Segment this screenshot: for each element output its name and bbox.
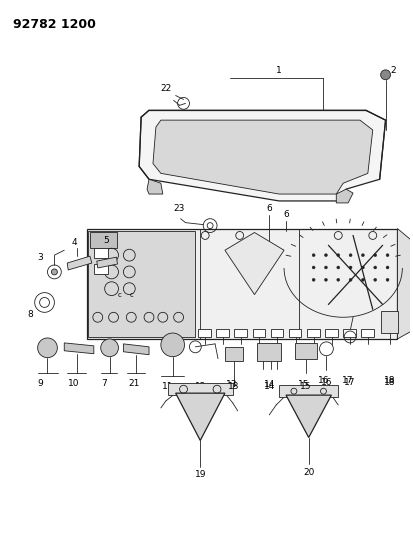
- Polygon shape: [87, 229, 397, 339]
- FancyBboxPatch shape: [235, 329, 247, 337]
- FancyBboxPatch shape: [216, 329, 229, 337]
- Polygon shape: [88, 231, 195, 337]
- Polygon shape: [147, 179, 163, 194]
- Polygon shape: [336, 189, 353, 203]
- Polygon shape: [67, 256, 92, 270]
- Circle shape: [325, 266, 328, 269]
- Text: 18: 18: [384, 378, 395, 387]
- FancyBboxPatch shape: [307, 329, 320, 337]
- Circle shape: [101, 339, 119, 357]
- FancyBboxPatch shape: [361, 329, 374, 337]
- FancyBboxPatch shape: [289, 329, 301, 337]
- Circle shape: [361, 254, 364, 257]
- Text: 8: 8: [28, 310, 33, 319]
- Text: 3: 3: [38, 253, 43, 262]
- Polygon shape: [123, 344, 149, 355]
- FancyBboxPatch shape: [295, 343, 317, 359]
- FancyBboxPatch shape: [381, 311, 399, 333]
- Circle shape: [386, 254, 389, 257]
- Text: 22: 22: [160, 84, 171, 93]
- Text: 15: 15: [298, 380, 309, 389]
- Polygon shape: [97, 257, 117, 268]
- Text: 20: 20: [303, 467, 314, 477]
- Text: 17: 17: [344, 378, 356, 387]
- Circle shape: [337, 278, 340, 281]
- Polygon shape: [64, 343, 94, 354]
- Circle shape: [386, 278, 389, 281]
- Polygon shape: [168, 383, 233, 395]
- Text: 12: 12: [195, 382, 206, 391]
- FancyBboxPatch shape: [94, 248, 108, 258]
- Circle shape: [325, 254, 328, 257]
- Text: c: c: [118, 292, 121, 297]
- Polygon shape: [90, 232, 117, 248]
- Circle shape: [312, 266, 315, 269]
- Text: 17: 17: [342, 376, 354, 385]
- Polygon shape: [286, 395, 331, 438]
- Polygon shape: [139, 110, 386, 201]
- Text: 11: 11: [162, 382, 173, 391]
- Circle shape: [381, 70, 391, 80]
- Circle shape: [374, 266, 377, 269]
- Text: 1: 1: [276, 66, 282, 75]
- Text: 9: 9: [38, 379, 43, 388]
- FancyBboxPatch shape: [225, 347, 243, 361]
- Polygon shape: [153, 120, 373, 194]
- Text: 6: 6: [283, 210, 289, 219]
- Text: 14: 14: [263, 380, 275, 389]
- FancyBboxPatch shape: [325, 329, 337, 337]
- Text: 7: 7: [101, 379, 107, 388]
- Circle shape: [325, 278, 328, 281]
- Text: 4: 4: [71, 238, 77, 247]
- Text: 92782 1200: 92782 1200: [13, 18, 96, 30]
- Circle shape: [361, 278, 364, 281]
- Polygon shape: [176, 393, 225, 440]
- Circle shape: [349, 254, 352, 257]
- Circle shape: [337, 254, 340, 257]
- Polygon shape: [225, 232, 284, 295]
- Text: 13: 13: [228, 382, 240, 391]
- Text: 6: 6: [266, 204, 272, 213]
- Text: 10: 10: [69, 379, 80, 388]
- Circle shape: [349, 278, 352, 281]
- Circle shape: [337, 266, 340, 269]
- Text: 18: 18: [384, 376, 395, 385]
- Circle shape: [312, 254, 315, 257]
- Text: 16: 16: [318, 376, 329, 385]
- Circle shape: [38, 338, 57, 358]
- FancyBboxPatch shape: [257, 343, 281, 361]
- Text: c: c: [129, 292, 133, 297]
- Text: 14: 14: [263, 382, 275, 391]
- Circle shape: [52, 269, 57, 275]
- Circle shape: [386, 266, 389, 269]
- FancyBboxPatch shape: [343, 329, 356, 337]
- Text: 19: 19: [195, 471, 206, 480]
- Text: 21: 21: [128, 379, 140, 388]
- Polygon shape: [279, 385, 338, 397]
- FancyBboxPatch shape: [252, 329, 265, 337]
- Text: 5: 5: [104, 236, 109, 245]
- Text: 16: 16: [320, 378, 332, 387]
- FancyBboxPatch shape: [198, 329, 211, 337]
- Circle shape: [361, 266, 364, 269]
- Text: 13: 13: [226, 380, 237, 389]
- Text: 15: 15: [300, 382, 311, 391]
- Circle shape: [312, 278, 315, 281]
- Text: 23: 23: [173, 204, 184, 213]
- FancyBboxPatch shape: [271, 329, 283, 337]
- FancyBboxPatch shape: [94, 264, 108, 274]
- Circle shape: [161, 333, 185, 357]
- Polygon shape: [397, 229, 413, 339]
- Circle shape: [374, 278, 377, 281]
- Text: 2: 2: [391, 66, 396, 75]
- Circle shape: [349, 266, 352, 269]
- Circle shape: [374, 254, 377, 257]
